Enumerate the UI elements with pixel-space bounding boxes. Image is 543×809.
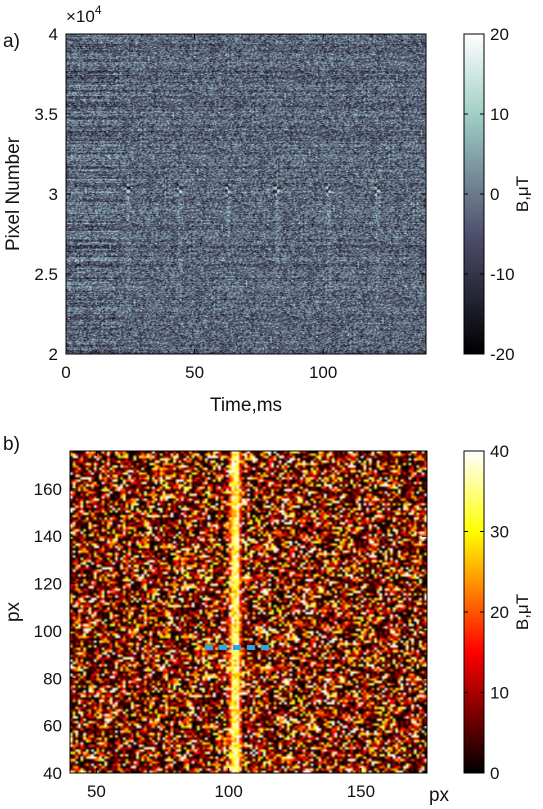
- panel-a-colorbar-label: B,μT: [513, 176, 532, 212]
- panel-a-y-tick-label: 3: [49, 185, 58, 204]
- panel-b-colorbar-ticks: 0 10 20 30 40: [464, 442, 509, 783]
- panel-a-colorbar-ticks: -20 -10 0 10 20: [464, 25, 515, 364]
- panel-b-y-tick-label: 160: [34, 480, 62, 499]
- panel-b-y-tick-label: 60: [43, 717, 62, 736]
- panel-b-heatmap-image: [70, 451, 427, 773]
- panel-b-x-axis-label: px: [429, 785, 450, 806]
- panel-a-y-ticks: 2 2.5 3 3.5 4: [34, 25, 426, 364]
- panel-a-x-tick-label: 100: [309, 363, 337, 382]
- panel-b-plot: [69, 450, 428, 774]
- panel-b-x-ticks: 50 100 150: [87, 451, 375, 801]
- panel-b-colorbar-tick-label: 30: [490, 523, 509, 542]
- panel-a: a) 0 50 100 22.533.54 ×104 Time,ms Pixel N…: [3, 3, 532, 416]
- panel-b-colorbar: 0 10 20 30 40 B,μT: [463, 442, 532, 783]
- panel-b-colorbar-tick-label: 20: [490, 603, 509, 622]
- panel-b-x-tick-label: 50: [87, 782, 106, 801]
- panel-a-y-multiplier-exponent: 4: [95, 3, 102, 17]
- panel-a-colorbar-tick-label: 10: [490, 105, 509, 124]
- panel-a-x-tick-label: 50: [185, 363, 204, 382]
- panel-b-y-axis-label: px: [3, 601, 24, 622]
- panel-a-colorbar-tick-label: 20: [490, 25, 509, 44]
- panel-a-colorbar: -20 -10 0 10 20 B,μT: [463, 25, 532, 364]
- panel-b-label: b): [3, 434, 20, 455]
- panel-b-colorbar-label: B,μT: [513, 594, 532, 630]
- panel-b-y-ticks: 40 60 80 100 120 140 160: [34, 480, 427, 783]
- panel-a-y-multiplier-base: ×10: [66, 7, 95, 26]
- panel-b-colorbar-tick-label: 40: [490, 442, 509, 461]
- panel-b-x-tick-label: 100: [214, 782, 242, 801]
- panel-a-heatmap-image: [66, 34, 426, 354]
- panel-b-plot-frame: [69, 450, 428, 774]
- panel-a-y-tick-label: 4: [49, 25, 58, 44]
- panel-a-colorbar-tick-label: 0: [490, 185, 499, 204]
- panel-a-x-ticks: 0 50 100: [61, 34, 337, 382]
- panel-a-plot: [65, 33, 427, 355]
- panel-b-x-tick-label: 150: [347, 782, 375, 801]
- panel-b-colorbar-tick-label: 0: [490, 764, 499, 783]
- panel-a-x-axis-label: Time,ms: [210, 395, 282, 416]
- panel-b-y-tick-label: 100: [34, 622, 62, 641]
- panel-a-y-axis-label: Pixel Number: [3, 136, 24, 251]
- panel-a-colorbar-tick-label: -10: [490, 265, 515, 284]
- panel-b: b) 50 100 150 40 60 80 100 120 140 160 px px 0 10…: [3, 434, 532, 806]
- panel-b-y-tick-label: 140: [34, 527, 62, 546]
- panel-b-y-tick-label: 40: [43, 764, 62, 783]
- panel-b-y-tick-label: 120: [34, 575, 62, 594]
- panel-a-colorbar-tick-label: -20: [490, 345, 515, 364]
- panel-a-y-tick-label: 2.5: [34, 265, 58, 284]
- panel-b-y-tick-label: 80: [43, 669, 62, 688]
- panel-b-colorbar-image: [464, 451, 484, 773]
- panel-a-colorbar-image: [464, 34, 484, 354]
- panel-b-colorbar-tick-label: 10: [490, 684, 509, 703]
- panel-a-label: a): [3, 31, 20, 52]
- panel-a-y-tick-label: 2: [49, 345, 58, 364]
- panel-a-x-tick-label: 0: [61, 363, 70, 382]
- panel-a-y-multiplier: ×104: [66, 3, 102, 26]
- panel-a-y-tick-label: 3.5: [34, 105, 58, 124]
